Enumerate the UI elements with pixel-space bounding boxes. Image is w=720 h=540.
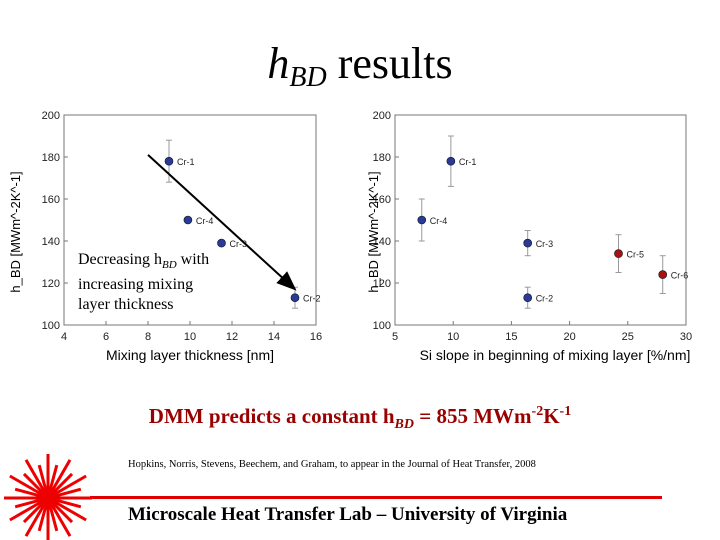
title-h: h [267,39,290,88]
y-tick-label: 120 [42,278,60,290]
slide-title: hBD results [0,38,720,94]
x-tick-label: 8 [145,331,151,343]
title-subscript: BD [289,62,327,93]
data-point [217,238,226,248]
data-point-label: Cr-4 [430,216,448,226]
x-tick-label: 4 [61,331,67,343]
data-point-label: Cr-2 [303,294,321,304]
dmm-sub: BD [394,417,414,433]
y-tick-label: 180 [42,152,60,164]
annotation-post: with [176,251,210,268]
annotation-line2: increasing mixing [78,276,194,294]
logo-ray [9,501,41,522]
data-point [523,238,532,248]
title-rest: results [326,39,453,88]
x-tick-label: 30 [680,331,692,343]
annotation-pre: Decreasing h [78,251,162,268]
logo-ray [57,499,82,509]
dmm-k: K [543,404,560,428]
y-tick-label: 200 [42,110,60,122]
plot-frame [394,114,687,326]
data-point [164,156,174,166]
logo-ray [9,474,41,495]
dmm-text: DMM predicts a constant h [148,404,395,428]
logo-ray [37,507,47,532]
y-axis-label: h_BD [MWm^-2K^-1] [366,171,381,292]
dmm-value: = 855 MWm [414,404,532,428]
x-tick-label: 5 [392,331,398,343]
chart-2: 100 120 140 160 180 200 5 10 15 20 25 30 Si slope in… [366,110,692,363]
lab-logo-burst-icon [4,454,92,540]
logo-ray [54,504,74,524]
data-point [658,270,668,279]
data-point-label: Cr-1 [177,157,195,167]
dmm-prediction: DMM predicts a constant hBD = 855 MWm-2K… [0,404,720,433]
reference-citation: Hopkins, Norris, Stevens, Beechem, and G… [128,459,536,470]
x-tick-label: 20 [563,331,575,343]
logo-ray [49,464,59,489]
logo-ray [37,464,47,489]
x-axis-label: Si slope in beginning of mixing layer [%… [420,347,691,363]
data-point-label: Cr-3 [230,239,248,249]
logo-ray [54,472,74,492]
data-point-label: Cr-2 [536,294,554,304]
logo-core [37,487,59,509]
chart-1: 100 120 140 160 180 200 4 6 8 10 12 14 16 Mixing laye… [8,110,322,363]
trend-arrow [147,154,297,291]
logo-ray [24,459,45,491]
y-tick-label: 160 [373,194,391,206]
x-tick-label: 15 [505,331,517,343]
data-point-label: Cr-3 [536,239,554,249]
x-tick-label: 10 [184,331,196,343]
data-point [446,156,456,166]
y-tick-label: 140 [373,236,391,248]
logo-ray [51,505,72,537]
logo-ray [14,499,39,509]
data-point-label: Cr-4 [196,216,214,226]
logo-ray [24,505,45,537]
logo-ray [57,487,82,497]
annotation-sub: BD [161,259,177,272]
x-tick-label: 12 [226,331,238,343]
data-point [290,293,300,303]
y-tick-label: 120 [373,278,391,290]
footer-rule [90,496,662,499]
y-tick-label: 200 [373,110,391,122]
y-axis-label: h_BD [MWm^-2K^-1] [8,171,23,292]
logo-ray [14,487,39,497]
logo-ray [55,474,87,495]
data-point [523,293,532,303]
data-point [417,215,427,225]
data-point-label: Cr-6 [671,271,689,281]
dmm-exp2: -1 [559,404,572,419]
y-tick-label: 100 [42,320,60,332]
dmm-exp1: -2 [531,404,544,419]
logo-ray [49,507,59,532]
trend-annotation: Decreasing hBD with increasing mixing la… [78,250,238,316]
data-point-label: Cr-5 [626,250,644,260]
annotation-line3: layer thickness [78,296,174,314]
data-point [183,215,193,225]
data-point-label: Cr-1 [459,157,477,167]
data-point [614,249,623,258]
logo-ray [51,459,72,491]
x-tick-label: 16 [310,331,322,343]
logo-ray [22,504,42,524]
x-tick-label: 25 [622,331,634,343]
y-tick-label: 140 [42,236,60,248]
x-axis-label: Mixing layer thickness [nm] [106,347,274,363]
logo-ray [55,501,87,522]
y-tick-label: 100 [373,320,391,332]
lab-name: Microscale Heat Transfer Lab – Universit… [128,504,568,525]
y-tick-label: 180 [373,152,391,164]
x-tick-label: 10 [447,331,459,343]
logo-ray [22,472,42,492]
y-tick-label: 160 [42,194,60,206]
x-tick-label: 14 [268,331,280,343]
x-tick-label: 6 [103,331,109,343]
